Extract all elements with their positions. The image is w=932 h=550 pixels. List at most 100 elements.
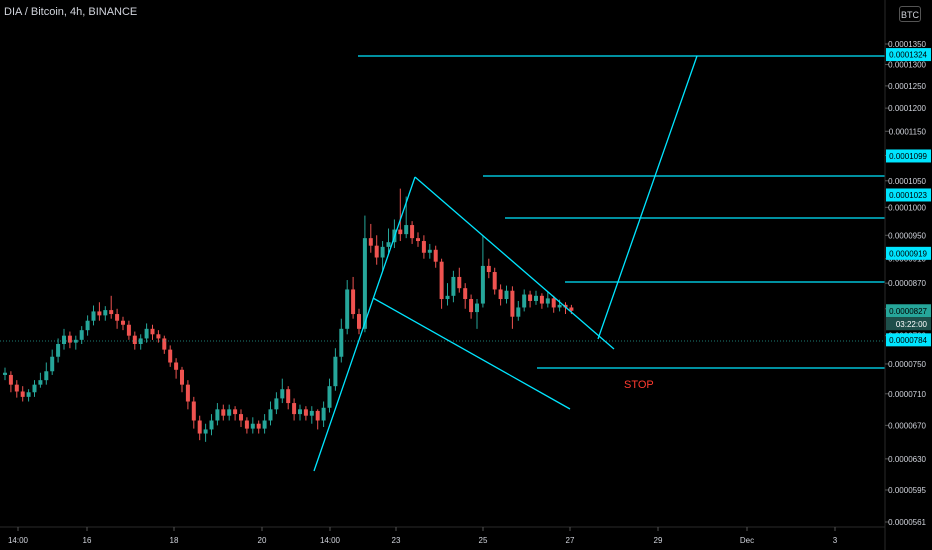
candle-body [327, 386, 332, 408]
candle-body [20, 391, 25, 397]
breakout-projection-line[interactable] [597, 55, 698, 340]
candle-body [510, 290, 515, 317]
x-tick-label: 27 [566, 536, 575, 545]
candle-body [321, 407, 326, 421]
candle-body [410, 225, 415, 239]
candle-body [132, 335, 137, 345]
candle-body [557, 304, 562, 308]
y-tick-label: 0.0001250 [888, 82, 926, 91]
price-tag-label: 0.0001324 [889, 51, 927, 60]
candle-body [156, 334, 161, 339]
candle-body [62, 335, 66, 345]
x-tick-label: 14:00 [320, 536, 341, 545]
drawing-layer[interactable]: STOP [0, 55, 885, 472]
candle-body [115, 314, 120, 321]
y-tick-label: 0.0000870 [888, 279, 926, 288]
price-tag [886, 188, 931, 202]
candle-body [498, 289, 503, 300]
candle-body [303, 409, 308, 416]
candle-body [280, 389, 285, 399]
candle-body [551, 298, 556, 308]
price-tag-label: 0.0001099 [889, 152, 927, 161]
candle-body [138, 338, 143, 345]
candle-body [439, 261, 444, 300]
candle-body [50, 356, 55, 372]
candle-body [445, 295, 450, 300]
candle-body [504, 290, 509, 300]
candle-body [545, 298, 550, 304]
y-tick-label: 0.0000710 [888, 390, 926, 399]
price-tag-label: 0.0000784 [889, 336, 927, 345]
symbol-title[interactable]: DIA / Bitcoin, 4h, BINANCE [4, 6, 138, 18]
x-tick-label: 18 [170, 536, 179, 545]
price-tag [886, 304, 931, 318]
currency-button[interactable]: BTC [899, 6, 921, 22]
wedge-upper-trendline[interactable] [414, 176, 615, 350]
wedge-lower-trendline[interactable] [372, 297, 571, 410]
price-tag [886, 317, 931, 331]
candle-body [91, 311, 96, 321]
price-tag [886, 246, 931, 260]
y-tick-label: 0.0001000 [888, 203, 926, 212]
candle-body [286, 389, 291, 404]
candle-body [85, 320, 90, 331]
candle-body [386, 242, 391, 247]
flagpole-line[interactable] [313, 176, 416, 472]
y-tick-label: 0.0001200 [888, 104, 926, 113]
candle-body [8, 374, 13, 385]
candle-body [569, 307, 574, 311]
candle-body [457, 276, 462, 289]
candle-body [433, 249, 438, 262]
candle-body [121, 320, 125, 325]
price-tag-label: 03:22:00 [896, 320, 928, 329]
candle-body [463, 288, 468, 300]
candle-body [26, 392, 31, 397]
candle-body [374, 245, 379, 258]
candle-body [339, 328, 344, 357]
candle-body [209, 420, 214, 430]
candle-body [486, 265, 491, 273]
candle-body [244, 420, 249, 429]
candle-body [3, 372, 7, 375]
candle-body [162, 338, 167, 350]
candle-body [516, 307, 521, 317]
candle-body [56, 344, 61, 357]
y-tick-label: 0.0000630 [888, 455, 926, 464]
time-axis[interactable]: 14:00 16 18 20 14:00 23 25 27 29 Dec 3 [0, 526, 885, 545]
y-tick-label: 0.0000670 [888, 421, 926, 430]
candle-body [203, 429, 208, 434]
price-tag [886, 149, 931, 163]
y-tick-label: 0.0000561 [888, 518, 926, 527]
candle-body [427, 249, 432, 253]
stop-annotation[interactable]: STOP [624, 379, 654, 391]
candle-series [3, 188, 574, 442]
candle-body [215, 409, 220, 421]
candle-body [480, 265, 485, 304]
y-tick-label: 0.0001150 [889, 127, 927, 136]
candle-body [197, 420, 202, 434]
x-tick-label: 14:00 [8, 536, 29, 545]
candle-body [315, 410, 320, 421]
candle-body [362, 238, 367, 329]
x-tick-label: 20 [258, 536, 267, 545]
candle-body [404, 225, 409, 235]
price-tag [886, 333, 931, 347]
candle-body [180, 369, 184, 385]
candle-body [298, 409, 302, 415]
candle-body [44, 371, 49, 381]
candle-body [14, 384, 19, 392]
candle-body [563, 304, 568, 308]
candle-body [398, 229, 403, 235]
candle-body [262, 420, 267, 429]
candle-body [451, 276, 456, 296]
price-axis[interactable]: 0.0001350 0.0001300 0.0001250 0.0001200 0.00… [884, 0, 931, 550]
y-tick-label: 0.0001050 [888, 177, 926, 186]
candle-body [239, 414, 243, 421]
candle-body [32, 384, 37, 393]
candle-body [67, 335, 72, 343]
candle-body [268, 409, 273, 421]
candle-body [109, 310, 114, 315]
candle-body [534, 295, 538, 301]
